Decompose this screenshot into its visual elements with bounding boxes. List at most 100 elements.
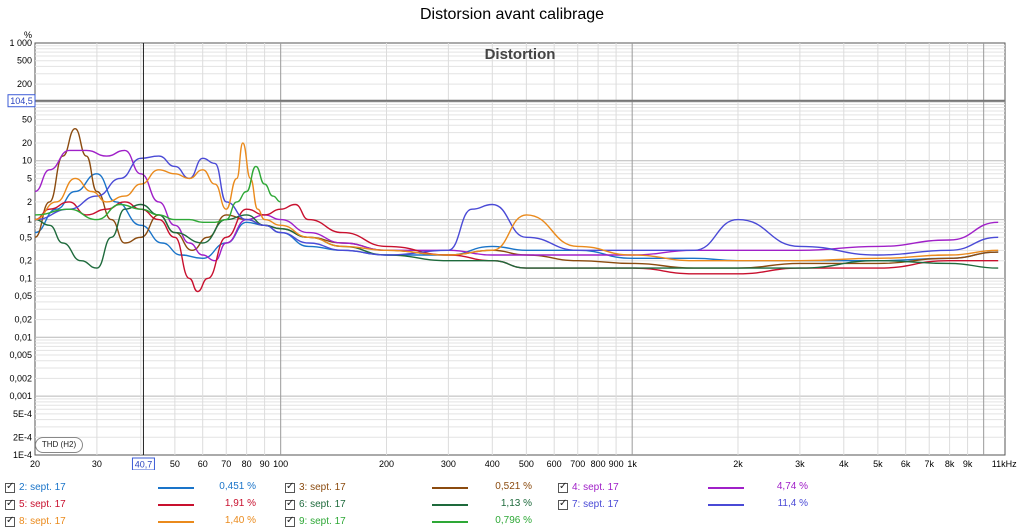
y-tick-label: 2	[27, 197, 32, 207]
legend-checkbox[interactable]	[285, 498, 295, 510]
x-tick-label: 600	[547, 459, 562, 469]
series-line-8	[34, 165, 281, 224]
y-tick-label: 200	[17, 79, 32, 89]
x-tick-label: 90	[260, 459, 270, 469]
x-tick-label: 100	[273, 459, 288, 469]
x-tick-label: 70	[221, 459, 231, 469]
x-tick-label: 8k	[945, 459, 955, 469]
legend-swatch	[432, 504, 468, 506]
chart-title: Distortion	[485, 46, 556, 63]
legend-checkbox[interactable]	[5, 498, 15, 510]
legend-checkbox[interactable]	[5, 515, 15, 527]
grid-layer	[35, 43, 1005, 455]
y-tick-label: 0,2	[19, 256, 32, 266]
legend-checkbox[interactable]	[285, 481, 295, 493]
y-tick-label: 1	[27, 215, 32, 225]
x-tick-label: 20	[30, 459, 40, 469]
legend-value: 0,451 %	[219, 481, 256, 492]
legend: 2: sept. 17 0,451 % 3: sept. 17 0,521 % 4: s…	[0, 478, 1024, 531]
y-tick-label: 5E-4	[13, 409, 32, 419]
legend-swatch	[158, 504, 194, 506]
y-tick-label: 1 000	[9, 38, 32, 48]
legend-value: 11,4 %	[777, 498, 808, 509]
legend-item-4[interactable]: 5: sept. 17	[5, 496, 66, 513]
mode-badge[interactable]: THD (H2)	[35, 437, 83, 453]
legend-item-3[interactable]: 4: sept. 17	[558, 479, 619, 496]
series-line-4	[34, 201, 999, 293]
legend-checkbox[interactable]	[558, 498, 568, 510]
page-title: Distorsion avant calibrage	[419, 6, 605, 23]
cursor-x-label-box[interactable]	[131, 457, 155, 470]
legend-swatch	[158, 487, 194, 489]
series-line-7	[34, 142, 999, 262]
series-line-5	[34, 203, 999, 269]
x-tick-label: 900	[609, 459, 624, 469]
y-tick-label: 2E-4	[13, 432, 32, 442]
series-layer	[34, 127, 999, 293]
x-tick-label: 200	[379, 459, 394, 469]
x-tick-label: 9k	[963, 459, 973, 469]
x-tick-label: 6k	[901, 459, 911, 469]
legend-checkbox[interactable]	[558, 481, 568, 493]
y-tick-label: 50	[22, 115, 32, 125]
legend-value: 4,74 %	[776, 481, 808, 492]
legend-label: 7: sept. 17	[572, 499, 619, 510]
legend-item-7[interactable]: 8: sept. 17	[5, 513, 66, 530]
legend-swatch	[158, 521, 194, 523]
legend-swatch	[708, 487, 744, 489]
x-tick-label: 1k	[627, 459, 637, 469]
legend-label: 6: sept. 17	[299, 499, 346, 510]
y-tick-label: 0,1	[19, 273, 32, 283]
legend-item-6[interactable]: 7: sept. 17	[558, 496, 619, 513]
x-tick-label: 300	[441, 459, 456, 469]
cursor-y-label: 104,5	[10, 96, 33, 106]
x-tick-label: 80	[242, 459, 252, 469]
x-tick-label: 30	[92, 459, 102, 469]
legend-value: 1,91 %	[224, 498, 256, 509]
distortion-chart[interactable]: 104,5 40,7 1 000 500 200 50 20 10 5 2 1 0,5 0,2 0,1 0…	[0, 0, 1024, 470]
y-tick-label: 20	[22, 138, 32, 148]
y-tick-label: 0,05	[14, 291, 32, 301]
legend-label: 4: sept. 17	[572, 482, 619, 493]
legend-value: 0,796 %	[495, 515, 532, 526]
cursor-layer[interactable]: 104,5 40,7	[7, 43, 1005, 470]
legend-label: 8: sept. 17	[19, 516, 66, 527]
y-axis-ticks: 1 000 500 200 50 20 10 5 2 1 0,5 0,2 0,1 0,05 0,02 0,0…	[9, 38, 32, 460]
series-line-6	[34, 155, 999, 256]
legend-swatch	[432, 521, 468, 523]
x-tick-label: 5k	[873, 459, 883, 469]
x-tick-label: 800	[591, 459, 606, 469]
x-tick-label: 4k	[839, 459, 849, 469]
x-tick-label: 60	[198, 459, 208, 469]
legend-value: 0,521 %	[495, 481, 532, 492]
x-tick-label: 400	[485, 459, 500, 469]
x-tick-label: 7k	[924, 459, 934, 469]
x-axis-ticks: 20 30 50 60 70 80 90 100 200 300 400 500 600 700 800 90…	[30, 459, 1017, 469]
legend-checkbox[interactable]	[5, 481, 15, 493]
y-tick-label: 0,02	[14, 315, 32, 325]
x-tick-label: 2k	[733, 459, 743, 469]
y-tick-label: 0,005	[9, 350, 32, 360]
legend-item-1[interactable]: 2: sept. 17	[5, 479, 66, 496]
x-tick-label: 500	[519, 459, 534, 469]
y-tick-label: 0,001	[9, 391, 32, 401]
legend-swatch	[432, 487, 468, 489]
y-tick-label: 0,002	[9, 373, 32, 383]
legend-value: 1,13 %	[500, 498, 532, 509]
y-tick-label: 1E-4	[13, 450, 32, 460]
legend-item-8[interactable]: 9: sept. 17	[285, 513, 346, 530]
legend-checkbox[interactable]	[285, 515, 295, 527]
y-tick-label: 5	[27, 173, 32, 183]
legend-item-2[interactable]: 3: sept. 17	[285, 479, 346, 496]
legend-value: 1,40 %	[224, 515, 256, 526]
legend-item-5[interactable]: 6: sept. 17	[285, 496, 346, 513]
cursor-y-label-box[interactable]	[7, 94, 36, 108]
y-tick-label: 500	[17, 56, 32, 66]
y-axis-unit: %	[24, 30, 32, 40]
y-tick-label: 0,01	[14, 332, 32, 342]
x-tick-label: 700	[570, 459, 585, 469]
y-tick-label: 10	[22, 156, 32, 166]
legend-label: 2: sept. 17	[19, 482, 66, 493]
series-line-3	[34, 149, 999, 262]
x-tick-label: 3k	[795, 459, 805, 469]
